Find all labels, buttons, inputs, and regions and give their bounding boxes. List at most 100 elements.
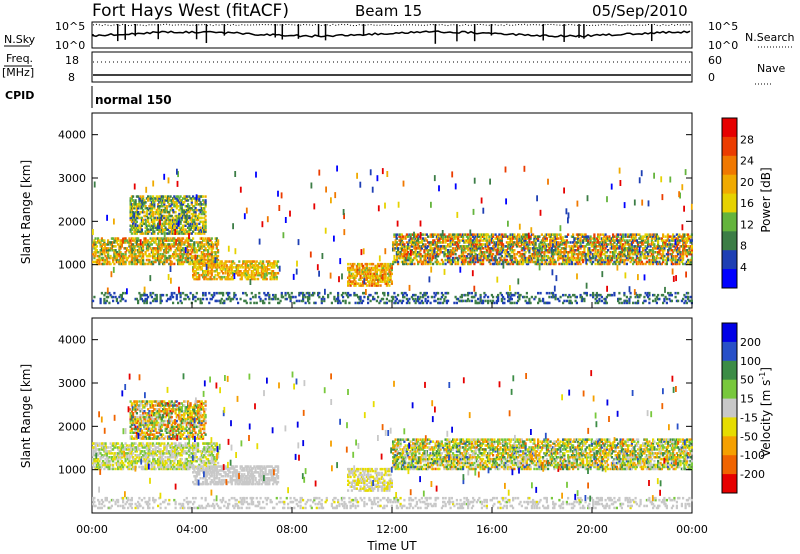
data-cell: [219, 291, 222, 295]
data-cell: [612, 237, 615, 240]
data-cell: [132, 237, 135, 240]
data-cell: [358, 262, 361, 266]
data-cell: [498, 243, 501, 246]
data-cell: [158, 207, 161, 210]
data-cell: [690, 299, 693, 303]
data-cell: [143, 291, 146, 295]
data-cell: [213, 270, 216, 273]
data-cell: [449, 245, 452, 248]
data-cell: [510, 260, 513, 264]
data-cell: [245, 273, 248, 277]
data-cell: [460, 245, 463, 248]
data-cell: [178, 243, 181, 246]
data-cell: [394, 299, 397, 303]
data-cell: [394, 260, 397, 264]
data-cell: [195, 222, 198, 226]
data-cell: [168, 199, 171, 202]
data-cell: [672, 256, 675, 260]
data-cell: [185, 222, 188, 226]
data-cell: [338, 299, 341, 303]
data-cell: [690, 245, 693, 248]
data-cell: [239, 297, 242, 301]
data-cell: [122, 258, 125, 262]
data-cell: [505, 235, 508, 238]
data-cell: [515, 235, 518, 238]
data-cell: [674, 256, 677, 260]
data-cell: [607, 243, 610, 246]
data-cell: [245, 277, 248, 281]
data-cell: [550, 249, 553, 252]
data-cell: [617, 297, 620, 301]
data-cell: [173, 243, 176, 246]
data-cell: [603, 235, 606, 238]
data-cell: [159, 197, 162, 200]
data-cell: [369, 262, 372, 266]
nsearch-label: N.Search: [745, 31, 795, 44]
data-cell: [629, 256, 632, 260]
data-cell: [199, 205, 202, 208]
data-cell: [349, 280, 352, 283]
data-cell: [373, 284, 376, 287]
data-cell: [260, 264, 263, 267]
data-cell: [490, 237, 493, 240]
data-cell: [135, 226, 138, 229]
data-cell: [389, 278, 392, 281]
data-cell: [249, 262, 252, 265]
data-cell: [119, 293, 122, 297]
data-cell: [129, 216, 132, 220]
data-cell: [353, 268, 356, 272]
data-cell: [205, 239, 208, 242]
data-cell: [454, 237, 457, 240]
data-cell: [670, 299, 673, 303]
data-cell: [229, 299, 232, 303]
data-cell: [638, 258, 641, 262]
data-cell: [497, 297, 500, 301]
data-cell: [148, 252, 151, 256]
data-cell: [192, 230, 195, 233]
data-cell: [193, 245, 196, 248]
data-cell: [107, 249, 110, 252]
data-cell: [532, 243, 535, 246]
data-cell: [607, 258, 610, 262]
data-cell: [153, 237, 156, 240]
data-cell: [122, 252, 125, 256]
data-cell: [528, 241, 531, 244]
data-cell: [543, 254, 546, 258]
data-cell: [215, 237, 218, 240]
data-cell: [473, 233, 476, 236]
data-cell: [620, 237, 623, 240]
data-cell: [149, 226, 152, 229]
data-cell: [575, 237, 578, 240]
data-cell: [403, 254, 406, 258]
data-cell: [169, 224, 172, 227]
data-cell: [410, 258, 413, 262]
data-cell: [619, 260, 622, 264]
data-cell: [443, 251, 446, 254]
data-cell: [399, 247, 402, 250]
data-cell: [179, 247, 182, 250]
data-cell: [439, 245, 442, 248]
data-cell: [402, 237, 405, 240]
data-cell: [358, 264, 361, 268]
data-cell: [579, 245, 582, 248]
data-cell: [464, 239, 467, 242]
data-cell: [194, 232, 197, 235]
data-cell: [130, 195, 133, 198]
data-cell: [344, 299, 347, 303]
data-cell: [129, 207, 132, 210]
data-cell: [540, 247, 543, 250]
data-cell: [258, 295, 261, 299]
data-cell: [612, 251, 615, 254]
data-cell: [417, 237, 420, 240]
data-cell: [529, 243, 532, 246]
data-cell: [519, 258, 522, 262]
data-cell: [232, 260, 235, 263]
data-cell: [447, 239, 450, 242]
data-cell: [534, 295, 537, 299]
data-cell: [99, 243, 102, 246]
data-cell: [165, 207, 168, 210]
data-cell: [509, 301, 512, 305]
data-cell: [119, 256, 122, 260]
data-cell: [372, 295, 375, 299]
data-cell: [227, 275, 230, 279]
